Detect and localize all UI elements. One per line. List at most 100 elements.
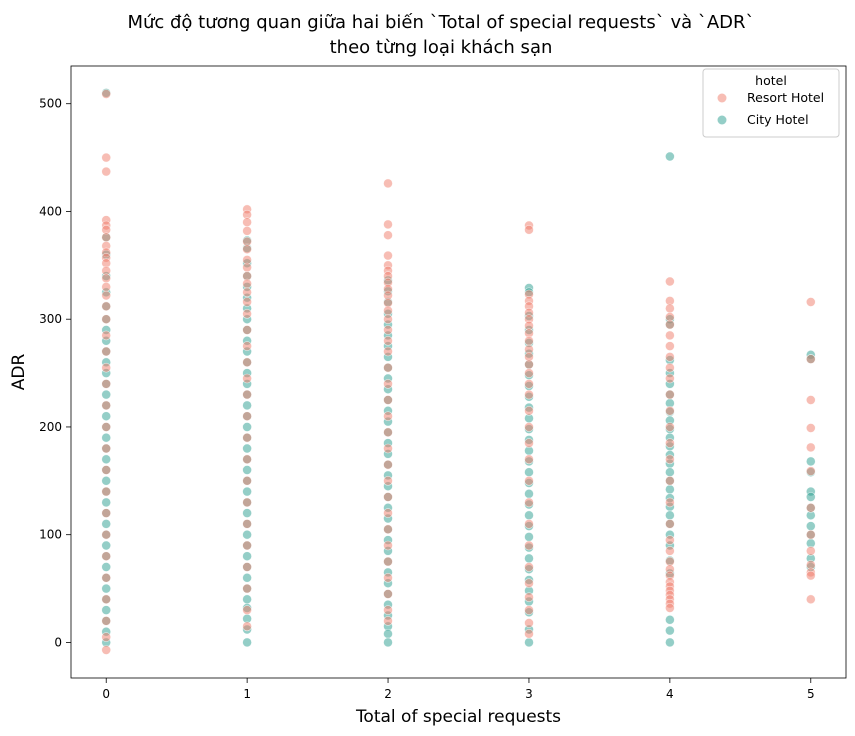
scatter-point-city-hotel bbox=[665, 484, 675, 495]
scatter-point-city-hotel bbox=[101, 605, 111, 615]
scatter-point-city-hotel bbox=[665, 637, 675, 648]
scatter-point-resort-hotel bbox=[383, 427, 393, 438]
scatter-point-resort-hotel bbox=[524, 519, 534, 529]
scatter-point-resort-hotel bbox=[524, 225, 534, 235]
scatter-point-city-hotel bbox=[383, 628, 393, 639]
scatter-point-resort-hotel bbox=[383, 540, 393, 551]
scatter-point-resort-hotel bbox=[101, 282, 111, 292]
chart-title-line-1: Mức độ tương quan giữa hai biến `Total o… bbox=[127, 12, 754, 33]
scatter-point-resort-hotel bbox=[242, 373, 252, 384]
y-tick-label: 500 bbox=[39, 97, 62, 111]
scatter-point-resort-hotel bbox=[101, 551, 111, 562]
y-axis-label: ADR bbox=[9, 354, 29, 391]
scatter-point-resort-hotel bbox=[805, 546, 816, 556]
scatter-point-resort-hotel bbox=[242, 562, 252, 572]
scatter-point-city-hotel bbox=[665, 625, 675, 636]
scatter-point-resort-hotel bbox=[805, 442, 816, 453]
scatter-point-city-hotel bbox=[101, 475, 111, 486]
scatter-point-resort-hotel bbox=[383, 305, 393, 316]
scatter-point-resort-hotel bbox=[101, 465, 111, 475]
y-axis-ticks: 0 100 200 300 400 500 bbox=[39, 97, 71, 649]
scatter-point-resort-hotel bbox=[383, 346, 393, 357]
legend: hotel Resort Hotel City Hotel bbox=[702, 68, 840, 138]
scatter-point-resort-hotel bbox=[242, 297, 252, 307]
scatter-point-resort-hotel bbox=[524, 368, 534, 378]
scatter-point-resort-hotel bbox=[524, 578, 534, 589]
scatter-point-resort-hotel bbox=[242, 287, 252, 298]
scatter-point-resort-hotel bbox=[101, 314, 111, 325]
x-axis-label: Total of special requests bbox=[355, 707, 561, 727]
scatter-point-resort-hotel bbox=[242, 217, 252, 227]
scatter-point-resort-hotel bbox=[101, 616, 111, 626]
scatter-point-resort-hotel bbox=[665, 330, 675, 341]
scatter-point-resort-hotel bbox=[101, 166, 111, 177]
scatter-point-resort-hotel bbox=[383, 219, 393, 230]
scatter-point-resort-hotel bbox=[101, 400, 111, 411]
scatter-point-resort-hotel bbox=[101, 572, 111, 583]
scatter-point-resort-hotel bbox=[101, 645, 111, 655]
y-tick-label: 0 bbox=[54, 635, 62, 649]
plot-area-frame bbox=[70, 65, 847, 679]
scatter-point-resort-hotel bbox=[524, 389, 534, 400]
scatter-point-resort-hotel bbox=[805, 570, 816, 581]
legend-label-resort-hotel: Resort Hotel bbox=[747, 90, 824, 105]
scatter-point-resort-hotel bbox=[101, 330, 111, 341]
scatter-point-city-hotel bbox=[101, 562, 111, 572]
scatter-point-resort-hotel bbox=[242, 226, 252, 236]
scatter-point-city-hotel bbox=[242, 529, 252, 540]
y-tick-label: 200 bbox=[39, 420, 62, 434]
scatter-point-city-hotel bbox=[242, 594, 252, 605]
scatter-point-city-hotel bbox=[665, 467, 675, 478]
scatter-point-city-hotel bbox=[383, 637, 393, 648]
scatter-point-resort-hotel bbox=[805, 354, 816, 364]
scatter-point-resort-hotel bbox=[383, 230, 393, 240]
scatter-point-resort-hotel bbox=[665, 352, 675, 362]
scatter-point-resort-hotel bbox=[665, 603, 675, 613]
x-tick-label: 5 bbox=[807, 687, 815, 701]
scatter-point-city-hotel bbox=[101, 519, 111, 529]
scatter-point-resort-hotel bbox=[101, 632, 111, 642]
scatter-point-resort-hotel bbox=[665, 546, 675, 556]
scatter-point-resort-hotel bbox=[524, 618, 534, 628]
scatter-point-resort-hotel bbox=[242, 605, 252, 615]
scatter-point-resort-hotel bbox=[101, 273, 111, 284]
scatter-point-city-hotel bbox=[805, 492, 816, 502]
scatter-point-resort-hotel bbox=[524, 475, 534, 486]
scatter-point-resort-hotel bbox=[805, 529, 816, 540]
scatter-point-resort-hotel bbox=[242, 411, 252, 422]
scatter-point-resort-hotel bbox=[383, 475, 393, 486]
scatter-point-resort-hotel bbox=[242, 244, 252, 254]
scatter-point-city-hotel bbox=[524, 553, 534, 564]
scatter-point-resort-hotel bbox=[383, 250, 393, 261]
scatter-point-city-hotel bbox=[242, 443, 252, 454]
y-tick-label: 100 bbox=[39, 528, 62, 542]
scatter-point-city-hotel bbox=[101, 389, 111, 400]
scatter-point-city-hotel bbox=[101, 454, 111, 465]
scatter-point-resort-hotel bbox=[805, 594, 816, 605]
scatter-point-resort-hotel bbox=[524, 454, 534, 465]
scatter-point-resort-hotel bbox=[665, 475, 675, 486]
x-tick-label: 3 bbox=[525, 687, 533, 701]
scatter-point-resort-hotel bbox=[101, 379, 111, 389]
scatter-point-resort-hotel bbox=[805, 466, 816, 476]
scatter-point-city-hotel bbox=[101, 432, 111, 443]
scatter-point-resort-hotel bbox=[665, 405, 675, 416]
scatter-points bbox=[101, 88, 816, 655]
scatter-point-resort-hotel bbox=[242, 357, 252, 368]
scatter-point-city-hotel bbox=[524, 510, 534, 521]
scatter-point-city-hotel bbox=[242, 422, 252, 432]
scatter-point-resort-hotel bbox=[242, 583, 252, 594]
x-tick-label: 2 bbox=[384, 687, 392, 701]
scatter-point-resort-hotel bbox=[524, 422, 534, 432]
scatter-point-resort-hotel bbox=[665, 454, 675, 465]
scatter-point-city-hotel bbox=[665, 510, 675, 521]
x-axis-ticks: 0 1 2 3 4 5 bbox=[102, 678, 815, 701]
scatter-point-resort-hotel bbox=[101, 301, 111, 312]
scatter-point-resort-hotel bbox=[242, 278, 252, 289]
scatter-point-resort-hotel bbox=[524, 335, 534, 346]
scatter-point-city-hotel bbox=[101, 497, 111, 508]
scatter-point-resort-hotel bbox=[101, 486, 111, 497]
scatter-point-resort-hotel bbox=[524, 605, 534, 615]
scatter-point-city-hotel bbox=[524, 467, 534, 478]
